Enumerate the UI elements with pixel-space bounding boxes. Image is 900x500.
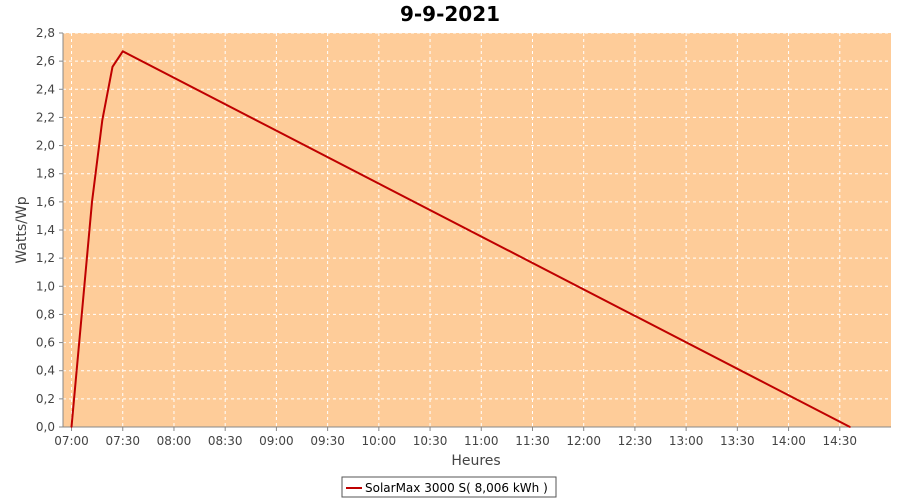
y-tick-label: 2,8 — [36, 26, 55, 40]
x-tick-label: 10:00 — [362, 434, 397, 448]
y-tick-label: 1,4 — [36, 223, 55, 237]
y-tick-label: 2,4 — [36, 82, 55, 96]
series-line — [70, 50, 851, 428]
x-tick-label: 13:30 — [720, 434, 755, 448]
x-tick-label: 09:30 — [310, 434, 345, 448]
legend: SolarMax 3000 S( 8,006 kWh ) — [341, 476, 557, 498]
data-point — [70, 426, 73, 428]
x-tick-label: 08:00 — [157, 434, 192, 448]
y-tick-label: 1,8 — [36, 167, 55, 181]
x-tick-label: 12:30 — [618, 434, 653, 448]
data-point — [111, 65, 114, 68]
legend-box — [341, 476, 557, 498]
x-tick-label: 09:00 — [259, 434, 294, 448]
x-tick-label: 10:30 — [413, 434, 448, 448]
y-tick-label: 0,4 — [36, 364, 55, 378]
y-tick-label: 2,6 — [36, 54, 55, 68]
y-tick-label: 0,2 — [36, 392, 55, 406]
x-tick-label: 07:00 — [54, 434, 89, 448]
y-tick-label: 0,6 — [36, 336, 55, 350]
chart-title: 9-9-2021 — [400, 2, 500, 26]
y-tick-label: 0,8 — [36, 307, 55, 321]
y-tick-label: 1,0 — [36, 279, 55, 293]
data-point — [91, 201, 93, 203]
data-point — [121, 50, 124, 53]
axes — [59, 32, 891, 431]
x-tick-label: 14:00 — [771, 434, 806, 448]
x-tick-label: 11:30 — [515, 434, 550, 448]
y-tick-label: 1,6 — [36, 195, 55, 209]
y-tick-label: 2,2 — [36, 110, 55, 124]
x-tick-label: 14:30 — [822, 434, 857, 448]
x-tick-label: 08:30 — [208, 434, 243, 448]
data-point — [101, 119, 104, 122]
y-tick-label: 1,2 — [36, 251, 55, 265]
data-point — [849, 426, 851, 428]
x-tick-label: 07:30 — [105, 434, 140, 448]
y-axis-label: Watts/Wp — [14, 196, 30, 263]
legend-entry-label: SolarMax 3000 S( 8,006 kWh ) — [365, 481, 548, 495]
x-tick-label: 12:00 — [566, 434, 601, 448]
x-tick-label: 13:00 — [669, 434, 704, 448]
grid-lines — [63, 32, 891, 428]
y-tick-label: 0,0 — [36, 420, 55, 434]
x-axis-label: Heures — [451, 453, 500, 469]
series-layer — [70, 50, 851, 428]
x-tick-label: 11:00 — [464, 434, 499, 448]
tick-labels: 0,0 0,2 0,4 0,6 0,8 1,0 1,2 1,4 1,6 1,8 2,0 2,2 2,4 2… — [36, 26, 857, 448]
y-tick-label: 2,0 — [36, 139, 55, 153]
